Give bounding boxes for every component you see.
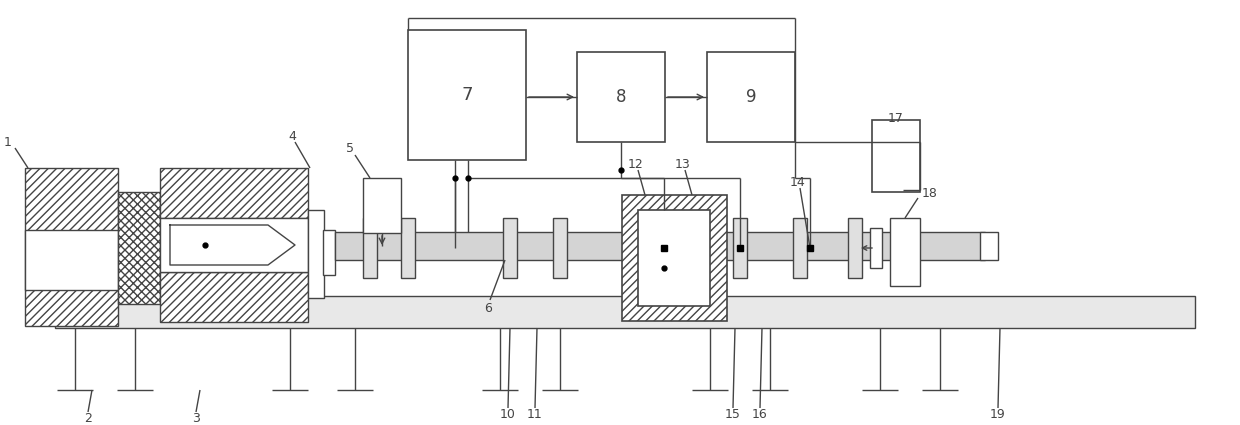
Bar — [335, 232, 985, 260]
Bar — [363, 218, 377, 278]
Bar — [577, 52, 665, 142]
Bar — [408, 30, 526, 160]
Bar — [160, 272, 308, 322]
Text: 7: 7 — [461, 86, 472, 104]
Polygon shape — [170, 225, 295, 265]
Bar — [308, 210, 324, 298]
Bar — [678, 218, 692, 278]
Bar — [160, 168, 308, 218]
Text: 5: 5 — [346, 142, 353, 155]
Bar — [733, 218, 746, 278]
Bar — [890, 218, 920, 286]
Bar — [25, 168, 118, 326]
Text: 16: 16 — [753, 408, 768, 422]
Bar — [794, 218, 807, 278]
Text: 17: 17 — [888, 111, 904, 125]
Bar — [639, 210, 711, 306]
Text: 8: 8 — [616, 88, 626, 106]
Bar — [55, 296, 1195, 328]
Bar — [25, 230, 118, 290]
Text: 13: 13 — [675, 158, 691, 170]
Text: 6: 6 — [484, 301, 492, 314]
Text: 19: 19 — [990, 408, 1006, 422]
Bar — [118, 192, 160, 304]
Text: 15: 15 — [725, 408, 742, 422]
Bar — [503, 218, 517, 278]
Bar — [622, 195, 727, 321]
Text: 14: 14 — [790, 176, 806, 189]
Bar — [363, 178, 401, 233]
Bar — [870, 228, 882, 268]
Bar — [553, 218, 567, 278]
Text: 9: 9 — [745, 88, 756, 106]
Text: 18: 18 — [923, 187, 937, 199]
Text: 12: 12 — [629, 158, 644, 170]
Bar — [707, 52, 795, 142]
Bar — [322, 230, 335, 275]
Text: 1: 1 — [4, 136, 12, 148]
Text: 4: 4 — [288, 130, 296, 142]
Bar — [401, 218, 415, 278]
Bar — [872, 120, 920, 192]
Text: 11: 11 — [527, 408, 543, 422]
Text: 2: 2 — [84, 411, 92, 425]
Bar — [160, 218, 308, 272]
Bar — [980, 232, 998, 260]
Bar — [848, 218, 862, 278]
Text: 3: 3 — [192, 411, 200, 425]
Text: 10: 10 — [500, 408, 516, 422]
